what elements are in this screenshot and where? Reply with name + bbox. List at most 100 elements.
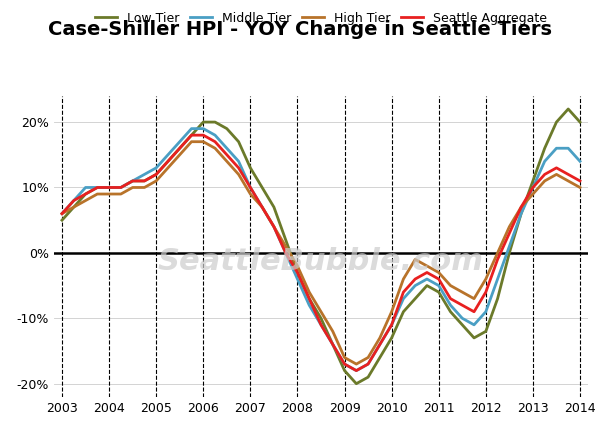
High Tier [223,159,230,164]
High Tier [518,204,525,210]
Low Tier [482,329,490,334]
Low Tier [70,204,77,210]
Middle Tier [259,204,266,210]
Low Tier [188,133,195,138]
Low Tier [152,172,160,177]
Middle Tier [58,211,65,216]
High Tier [58,211,65,216]
Seattle Aggregate [424,270,431,275]
Seattle Aggregate [565,172,572,177]
Seattle Aggregate [176,146,184,151]
High Tier [211,146,218,151]
Seattle Aggregate [282,250,289,255]
Seattle Aggregate [235,165,242,170]
Low Tier [317,316,325,321]
Seattle Aggregate [70,198,77,203]
High Tier [94,191,101,197]
High Tier [364,355,371,360]
Low Tier [200,119,207,125]
Middle Tier [164,152,172,157]
Seattle Aggregate [341,361,348,367]
Middle Tier [317,322,325,327]
High Tier [458,290,466,295]
Middle Tier [200,126,207,131]
Seattle Aggregate [317,322,325,327]
Middle Tier [553,146,560,151]
Seattle Aggregate [129,178,136,184]
Seattle Aggregate [506,231,513,236]
High Tier [176,152,184,157]
Seattle Aggregate [271,224,278,229]
Seattle Aggregate [152,172,160,177]
Middle Tier [341,361,348,367]
High Tier [152,178,160,184]
Low Tier [247,165,254,170]
Low Tier [164,159,172,164]
Middle Tier [129,178,136,184]
High Tier [259,204,266,210]
High Tier [541,178,548,184]
Low Tier [223,126,230,131]
Low Tier [376,355,383,360]
Low Tier [364,375,371,380]
Middle Tier [364,361,371,367]
Seattle Aggregate [541,172,548,177]
High Tier [565,178,572,184]
High Tier [577,185,584,190]
Legend: Low Tier, Middle Tier, High Tier, Seattle Aggregate: Low Tier, Middle Tier, High Tier, Seattl… [95,12,547,25]
Low Tier [518,211,525,216]
Low Tier [82,191,89,197]
Low Tier [577,119,584,125]
High Tier [247,191,254,197]
Middle Tier [458,316,466,321]
Middle Tier [282,250,289,255]
High Tier [235,172,242,177]
Middle Tier [117,185,124,190]
Seattle Aggregate [211,139,218,144]
Middle Tier [470,322,478,327]
High Tier [200,139,207,144]
Middle Tier [482,309,490,314]
Low Tier [435,290,442,295]
Line: High Tier: High Tier [62,142,580,364]
High Tier [447,283,454,288]
Middle Tier [376,342,383,347]
High Tier [106,191,113,197]
High Tier [164,165,172,170]
Seattle Aggregate [141,178,148,184]
Line: Seattle Aggregate: Seattle Aggregate [62,135,580,371]
High Tier [353,361,360,367]
Middle Tier [152,165,160,170]
High Tier [70,204,77,210]
Low Tier [470,335,478,341]
Low Tier [494,296,501,301]
Middle Tier [353,368,360,373]
Low Tier [58,218,65,223]
Middle Tier [518,211,525,216]
High Tier [400,276,407,282]
Seattle Aggregate [294,270,301,275]
High Tier [82,198,89,203]
Middle Tier [412,283,419,288]
High Tier [188,139,195,144]
Middle Tier [305,303,313,308]
Low Tier [329,342,337,347]
Low Tier [447,309,454,314]
High Tier [470,296,478,301]
Middle Tier [424,276,431,282]
Middle Tier [541,159,548,164]
Middle Tier [271,224,278,229]
Low Tier [506,250,513,255]
Seattle Aggregate [412,276,419,282]
High Tier [376,335,383,341]
Seattle Aggregate [376,342,383,347]
Seattle Aggregate [117,185,124,190]
Middle Tier [400,296,407,301]
Seattle Aggregate [458,303,466,308]
Low Tier [282,237,289,242]
Text: SeattleBubble.com: SeattleBubble.com [158,247,484,276]
Seattle Aggregate [259,204,266,210]
Low Tier [341,368,348,373]
High Tier [553,172,560,177]
Line: Low Tier: Low Tier [62,109,580,384]
